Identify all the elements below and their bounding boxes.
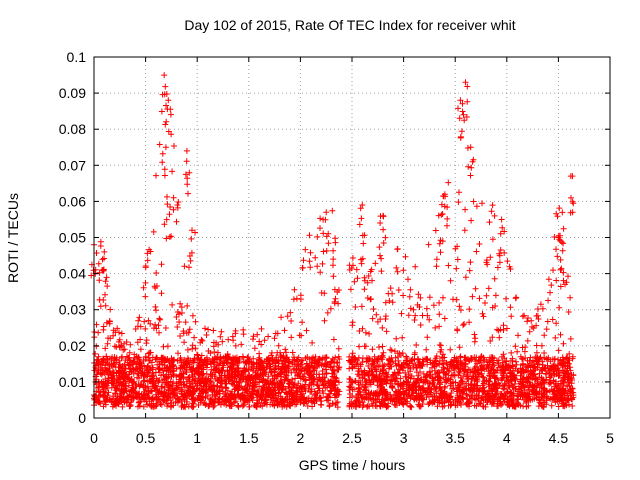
y-tick-label: 0.05 xyxy=(59,230,86,246)
data-points xyxy=(88,72,577,411)
y-tick-label: 0.1 xyxy=(67,49,87,65)
y-tick-label: 0.02 xyxy=(59,338,86,354)
y-tick-label: 0.06 xyxy=(59,193,86,209)
y-tick-label: 0.04 xyxy=(59,266,86,282)
x-tick-label: 2 xyxy=(297,430,305,446)
x-tick-label: 5 xyxy=(606,430,614,446)
y-axis: 0 0.01 0.02 0.03 0.04 0.05 0.06 0.07 0.08 0.09 0.1 xyxy=(59,49,610,426)
y-tick-label: 0.03 xyxy=(59,302,86,318)
y-tick-label: 0 xyxy=(78,410,86,426)
x-axis-title: GPS time / hours xyxy=(299,457,406,473)
y-tick-label: 0.01 xyxy=(59,374,86,390)
x-tick-label: 4 xyxy=(503,430,511,446)
x-tick-label: 4.5 xyxy=(549,430,569,446)
x-tick-label: 0.5 xyxy=(136,430,156,446)
y-tick-label: 0.09 xyxy=(59,85,86,101)
chart-title: Day 102 of 2015, Rate Of TEC Index for r… xyxy=(184,17,515,33)
y-axis-title: ROTI / TECUs xyxy=(5,193,21,283)
x-tick-label: 1 xyxy=(193,430,201,446)
y-tick-label: 0.07 xyxy=(59,157,86,173)
x-tick-label: 3.5 xyxy=(445,430,465,446)
y-tick-label: 0.08 xyxy=(59,121,86,137)
scatter-markers xyxy=(88,72,577,411)
x-tick-label: 3 xyxy=(400,430,408,446)
x-tick-label: 0 xyxy=(90,430,98,446)
x-tick-label: 1.5 xyxy=(239,430,259,446)
x-axis: 0 0.5 1 1.5 2 2.5 3 3.5 4 4.5 5 xyxy=(90,57,614,446)
x-tick-label: 2.5 xyxy=(342,430,362,446)
